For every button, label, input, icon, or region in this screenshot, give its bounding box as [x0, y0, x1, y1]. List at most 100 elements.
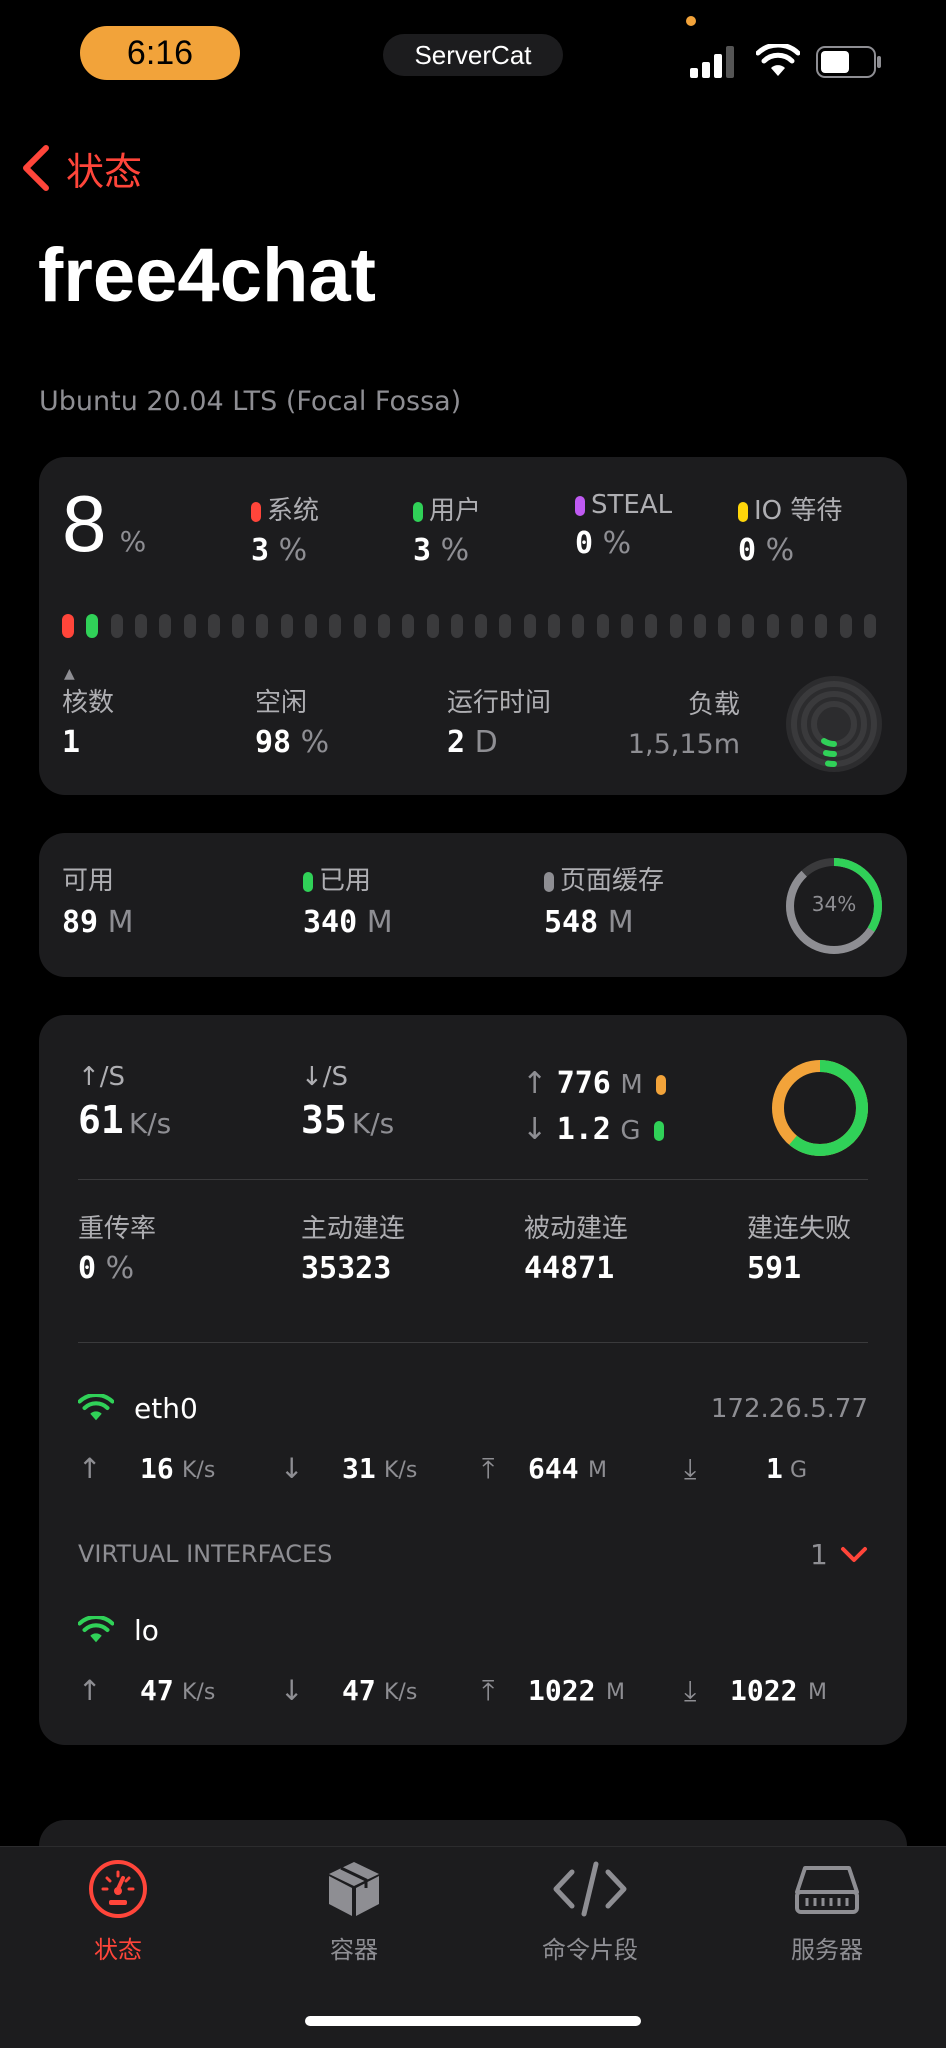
load-rings-icon: [786, 676, 882, 772]
network-card[interactable]: [39, 1015, 907, 1745]
memory-card[interactable]: [39, 833, 907, 977]
back-label: 状态: [66, 149, 143, 194]
eth0-total-down-unit: G: [790, 1458, 808, 1483]
box-icon: [329, 1862, 379, 1916]
cpu-uptime: 运行时间 2 D: [447, 682, 551, 760]
lo-name: lo: [134, 1614, 159, 1647]
arrow-down-bar-icon: ⤓: [684, 1452, 697, 1485]
user-unit: %: [440, 533, 470, 568]
cache-label: 页面缓存: [560, 866, 665, 896]
cpu-bar-segment: [402, 614, 415, 638]
tab-status-label: 状态: [94, 1936, 142, 1964]
arrow-up-bar-icon: ⤒: [482, 1674, 495, 1707]
cpu-bar-segment: [450, 614, 463, 638]
chevron-left-icon: [23, 145, 49, 191]
lo-down-unit: K/s: [384, 1680, 418, 1705]
load-label: 负载: [687, 690, 740, 720]
mem-cache: 页面缓存 548 M: [544, 860, 664, 940]
cpu-stat-system: 系统 3 %: [251, 490, 319, 568]
memory-percent: 34%: [811, 892, 857, 916]
cpu-bar-segment: [596, 614, 609, 638]
system-unit: %: [278, 533, 308, 568]
lo-up-value: 47: [140, 1674, 174, 1707]
load-value: 1,5,15m: [627, 729, 740, 760]
lo-total-down-unit: M: [808, 1680, 827, 1705]
lo-total-up-value: 1022: [528, 1674, 596, 1707]
iowait-dot: [738, 501, 748, 522]
down-rate-label: ↓/S: [301, 1062, 349, 1092]
lo-down-value: 47: [342, 1674, 376, 1707]
back-button[interactable]: 状态: [20, 140, 142, 196]
virtual-interfaces-toggle[interactable]: VIRTUAL INTERFACES 1: [78, 1536, 868, 1576]
page-title: free4chat: [38, 233, 376, 318]
active-value: 35323: [301, 1251, 392, 1286]
cpu-bar-segment: [669, 614, 682, 638]
cpu-bar-segment: [839, 614, 852, 638]
net-total-down: ↓ 1.2 G: [522, 1112, 670, 1147]
total-up-unit: M: [620, 1070, 643, 1100]
mem-available: 可用 89 M: [62, 860, 134, 940]
virtual-interfaces-label: VIRTUAL INTERFACES: [78, 1540, 333, 1568]
tab-snippets-label: 命令片段: [542, 1936, 638, 1964]
arrow-up-icon: ↑: [522, 1066, 548, 1101]
cpu-bar-segment: [645, 614, 658, 638]
cpu-bar-segment: [863, 614, 876, 638]
up-rate-label: ↑/S: [78, 1062, 126, 1092]
wifi-icon: [78, 1616, 114, 1643]
arrow-down-icon: ↓: [280, 1452, 304, 1485]
cpu-usage-value: 8: [62, 479, 107, 568]
eth0-down-unit: K/s: [384, 1458, 418, 1483]
privacy-indicator-dot: [686, 16, 696, 26]
cpu-bar-segment: [110, 614, 123, 638]
eth0-name: eth0: [134, 1392, 198, 1425]
steal-label: STEAL: [591, 490, 673, 520]
cpu-stat-steal: STEAL 0 %: [575, 490, 672, 561]
lo-up-unit: K/s: [182, 1680, 216, 1705]
cpu-bar-segment: [62, 614, 74, 638]
eth0-rates: ↑ 16 K/s ↓ 31 K/s ⤒ 644 M ⤓ 1 G: [78, 1452, 868, 1488]
idle-label: 空闲: [255, 688, 308, 718]
mem-used: 已用 340 M: [303, 860, 393, 940]
battery-icon: [816, 46, 881, 78]
cpu-bar-segment: [572, 614, 585, 638]
signal-icon: [690, 46, 734, 78]
status-app-pill: ServerCat: [383, 34, 563, 76]
uptime-value: 2: [447, 725, 466, 760]
eth0-total-down-value: 1: [766, 1452, 783, 1485]
arrow-up-bar-icon: ⤒: [482, 1452, 495, 1485]
steal-unit: %: [602, 526, 632, 561]
net-total-up: ↑ 776 M: [522, 1066, 672, 1101]
arrow-down-bar-icon: ⤓: [684, 1674, 697, 1707]
used-dot: [303, 871, 313, 892]
cache-dot: [544, 871, 554, 892]
tab-servers[interactable]: 服务器: [752, 1858, 902, 1965]
cpu-bar-segment: [159, 614, 172, 638]
cpu-bar-segment: [280, 614, 293, 638]
os-subtitle: Ubuntu 20.04 LTS (Focal Fossa): [39, 386, 462, 417]
wifi-icon: [78, 1394, 114, 1421]
tab-snippets[interactable]: 命令片段: [515, 1858, 665, 1965]
cpu-bar-segment: [742, 614, 755, 638]
code-icon: [553, 1861, 627, 1917]
lo-total-down-value: 1022: [730, 1674, 798, 1707]
retrans-label: 重传率: [78, 1214, 157, 1244]
arrow-up-icon: ↑: [78, 1674, 102, 1707]
tcp-retrans: 重传率 0 %: [78, 1208, 156, 1286]
steal-value: 0: [575, 526, 594, 561]
tab-status[interactable]: 状态: [43, 1858, 193, 1965]
used-unit: M: [366, 905, 393, 940]
tcp-active: 主动建连 35323: [301, 1208, 405, 1286]
cpu-bar-segment: [183, 614, 196, 638]
cpu-load: 负载 1,5,15m: [620, 684, 740, 760]
user-label: 用户: [429, 496, 482, 526]
tab-containers[interactable]: 容器: [279, 1858, 429, 1965]
chevron-down-icon: [841, 1547, 867, 1562]
cpu-stat-user: 用户 3 %: [413, 490, 481, 568]
eth0-up-unit: K/s: [182, 1458, 216, 1483]
cpu-usage-unit: %: [119, 525, 147, 558]
down-rate-value: 35: [301, 1098, 347, 1142]
home-indicator: [305, 2016, 641, 2026]
total-down-unit: G: [620, 1116, 641, 1146]
cpu-bar-segment: [353, 614, 366, 638]
system-value: 3: [251, 533, 270, 568]
